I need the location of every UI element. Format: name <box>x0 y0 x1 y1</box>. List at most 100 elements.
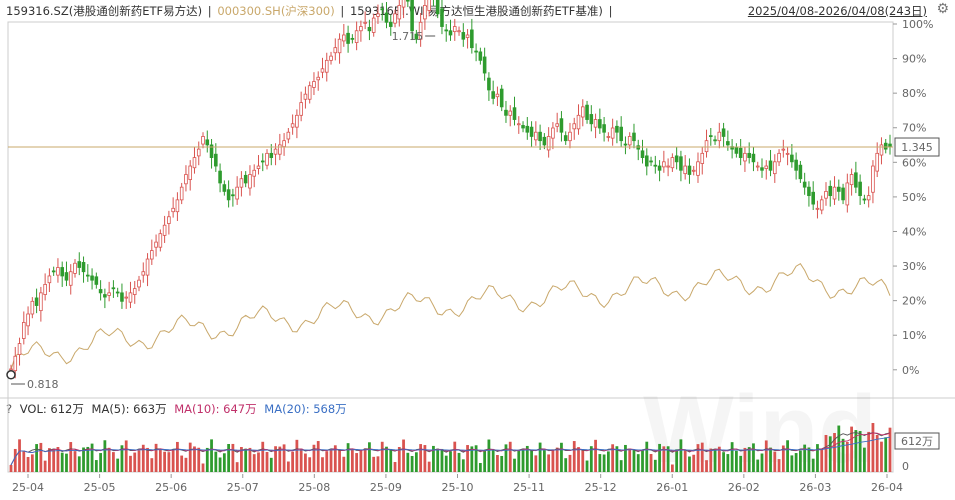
volume-bar <box>636 454 640 472</box>
volume-bar <box>820 449 824 472</box>
candle-body <box>316 76 321 81</box>
volume-bar <box>722 452 725 472</box>
volume-bar <box>291 451 295 472</box>
candle-body <box>214 153 218 167</box>
candle-body <box>679 156 683 171</box>
volume-bar <box>483 450 487 472</box>
candle-body <box>717 131 722 142</box>
candle-body <box>124 296 128 299</box>
volume-bar <box>867 431 871 472</box>
candle-body <box>644 155 649 167</box>
volume-bar <box>376 456 380 472</box>
volume-bar <box>444 455 448 472</box>
candle-body <box>623 143 628 146</box>
candle-body <box>589 114 594 125</box>
volume-bar <box>389 448 393 472</box>
candle-body <box>47 275 52 284</box>
candle-body <box>790 154 794 163</box>
candle-body <box>192 157 197 169</box>
volume-bar <box>769 447 772 472</box>
volume-bar <box>82 447 85 472</box>
candle-body <box>854 172 858 188</box>
volume-bar <box>888 427 892 472</box>
volume-bar <box>419 444 423 472</box>
candle-body <box>171 207 175 213</box>
candle-body <box>154 241 158 248</box>
legend-index-series[interactable]: 000300.SH(沪深300) <box>217 4 335 18</box>
candle-body <box>512 107 517 120</box>
index-series-line <box>10 263 891 370</box>
volume-bar <box>440 448 444 472</box>
volume-bar <box>188 442 192 472</box>
volume-bar <box>461 459 465 472</box>
candle-body <box>81 262 86 273</box>
volume-bar <box>709 448 713 472</box>
candle-body <box>478 51 483 61</box>
volume-bar <box>858 431 862 472</box>
volume-bar <box>210 439 213 472</box>
volume-bar <box>184 457 188 472</box>
volume-bar <box>496 455 499 472</box>
y-tick-label: 90% <box>902 53 926 66</box>
volume-bar <box>372 456 376 472</box>
volume-bar <box>158 449 162 472</box>
volume-bar <box>786 440 789 472</box>
candle-body <box>175 199 180 213</box>
volume-bar <box>871 423 875 472</box>
candle-body <box>883 142 888 150</box>
candle-body <box>508 110 513 116</box>
volume-bar <box>833 432 836 472</box>
candle-body <box>132 288 137 295</box>
candle-body <box>90 275 94 281</box>
volume-bar <box>137 450 141 472</box>
index-line <box>10 263 891 370</box>
candle-body <box>13 355 18 372</box>
x-tick-label: 26-04 <box>871 481 903 494</box>
volume-bar <box>828 436 832 472</box>
candle-body <box>862 198 867 201</box>
volume-bar <box>875 434 879 472</box>
volume-bar <box>13 448 17 472</box>
candle-body <box>764 165 769 169</box>
candle-body <box>282 140 286 147</box>
x-tick-label: 25-12 <box>585 481 617 494</box>
candle-body <box>487 77 491 91</box>
help-icon[interactable]: ? <box>6 402 13 416</box>
candle-body <box>184 174 188 185</box>
volume-bar <box>112 452 115 472</box>
candle-body <box>666 165 670 168</box>
candle-body <box>440 8 444 27</box>
volume-bar <box>739 455 743 472</box>
volume-bar <box>30 454 34 472</box>
candle-body <box>273 148 278 155</box>
volume-bar <box>453 441 457 472</box>
volume-bar <box>542 450 546 472</box>
volume-bar <box>700 442 704 472</box>
legend-main-series[interactable]: 159316.SZ(港股通创新药ETF易方达) <box>6 4 203 18</box>
candle-body <box>674 155 679 163</box>
volume-bar <box>752 443 755 472</box>
x-tick-label: 25-09 <box>370 481 402 494</box>
candle-body <box>708 135 713 138</box>
candle-body <box>73 262 77 274</box>
volume-bar <box>65 453 68 472</box>
volume-bar <box>35 444 38 472</box>
candle-body <box>785 152 790 155</box>
date-range[interactable]: 2025/04/08-2026/04/08(243日) <box>747 4 927 18</box>
candle-body <box>755 165 760 168</box>
volume-bar <box>521 449 525 472</box>
volume-bar <box>222 453 226 472</box>
candle-body <box>137 279 141 288</box>
candle-body <box>726 141 730 146</box>
candle-body <box>188 165 193 180</box>
volume-bar <box>811 458 815 472</box>
volume-bar <box>572 441 576 472</box>
candle-body <box>34 297 39 306</box>
volume-bar <box>432 445 435 472</box>
candle-body <box>811 191 815 205</box>
candle-body <box>465 34 470 38</box>
gear-icon[interactable]: ⚙ <box>936 1 949 17</box>
volume-bar <box>244 448 248 472</box>
volume-bar <box>359 450 363 472</box>
